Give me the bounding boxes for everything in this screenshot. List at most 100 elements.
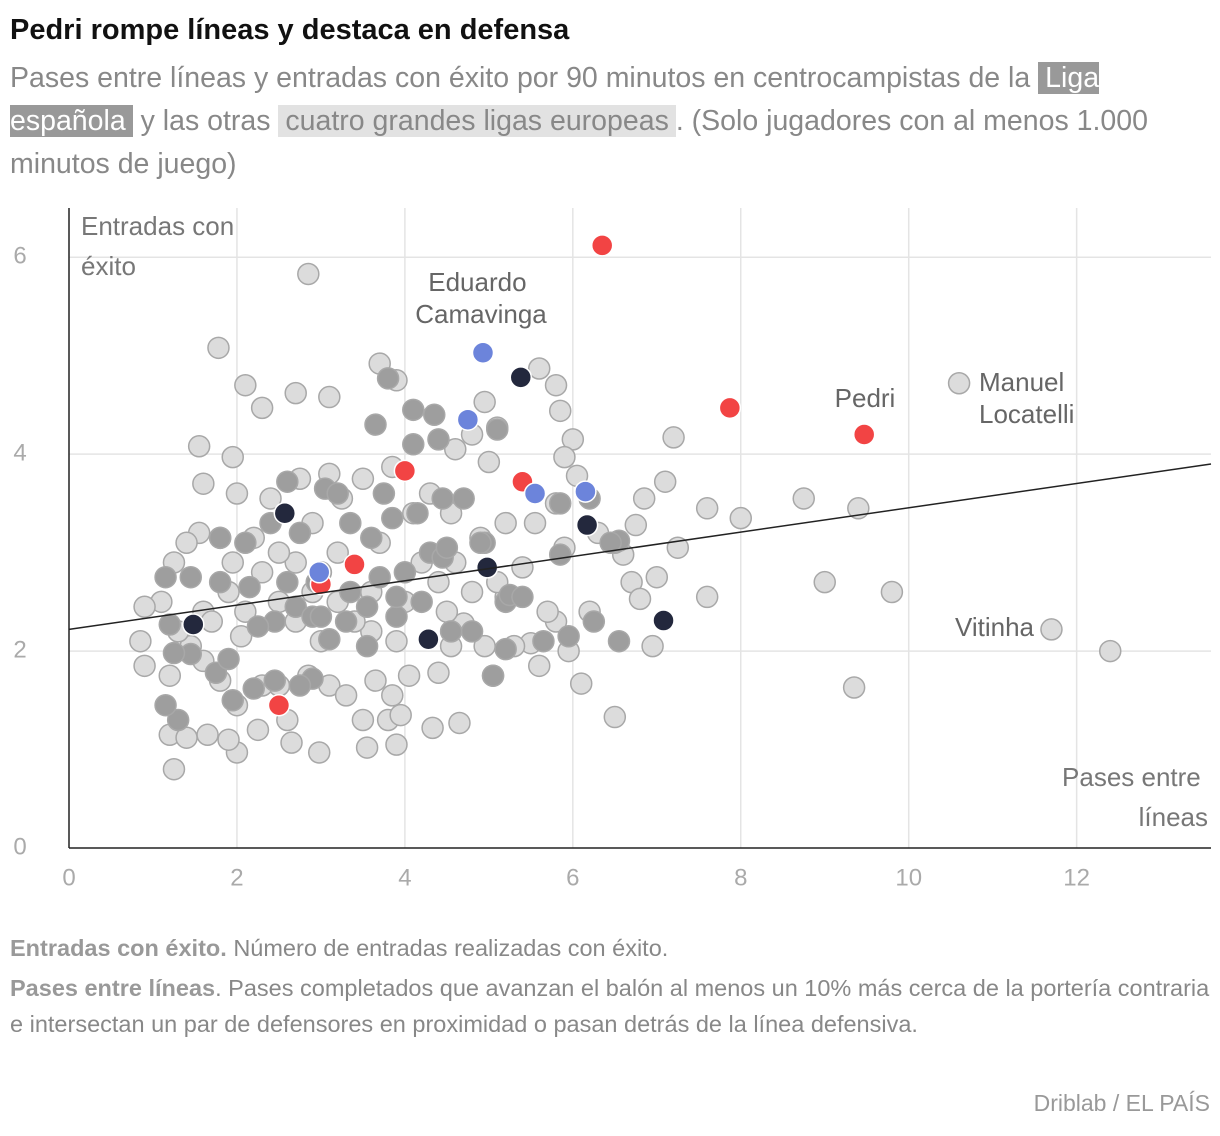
point: [309, 605, 333, 628]
x-axis-title: Pases entre líneas: [1062, 762, 1208, 832]
point: [339, 580, 362, 604]
point: [276, 570, 299, 594]
point: [385, 585, 408, 609]
point: [695, 497, 719, 520]
point: [452, 487, 475, 510]
point: [162, 757, 186, 781]
x-tick-label: 4: [398, 864, 411, 891]
point: [628, 587, 652, 611]
point: [372, 482, 396, 505]
point: [364, 669, 387, 692]
point: [381, 684, 404, 707]
point: [624, 513, 648, 537]
point: [221, 689, 244, 712]
point: [288, 674, 312, 697]
point: [154, 565, 177, 589]
point: [431, 487, 454, 510]
point: [246, 718, 270, 742]
point: [544, 373, 568, 397]
x-tick-label: 12: [1063, 864, 1090, 891]
point: [343, 553, 366, 576]
point: [196, 723, 219, 747]
x-tick-label: 6: [566, 864, 579, 891]
point: [246, 615, 270, 638]
chart-subtitle: Pases entre líneas y entradas con éxito …: [10, 57, 1215, 186]
point: [509, 366, 533, 389]
point: [355, 595, 379, 619]
point: [527, 357, 551, 380]
point: [200, 610, 223, 633]
point: [532, 629, 555, 653]
point: [360, 526, 383, 550]
point: [385, 629, 408, 653]
point: [234, 373, 257, 397]
point: [225, 482, 249, 505]
point: [238, 575, 261, 599]
note-text: Número de entradas realizadas con éxito.: [233, 935, 669, 961]
point: [494, 637, 517, 661]
point: [469, 531, 492, 555]
point: [179, 565, 203, 589]
point: [267, 541, 291, 564]
point: [267, 693, 291, 717]
point: [364, 413, 387, 436]
point: [207, 336, 230, 360]
point: [166, 708, 190, 732]
point: [511, 585, 534, 609]
subtitle-text: . (Solo jugadores con al menos 1.000 min…: [10, 105, 1148, 180]
point: [427, 661, 450, 684]
point: [471, 341, 495, 364]
point: [234, 600, 257, 623]
point: [192, 472, 215, 495]
point: [208, 570, 232, 594]
point: [297, 262, 320, 286]
point: [175, 531, 198, 555]
x-tick-label: 8: [734, 864, 747, 891]
point: [548, 399, 572, 423]
point: [632, 487, 656, 510]
point: [242, 677, 265, 700]
point: [406, 501, 429, 525]
point: [582, 610, 606, 633]
source: Driblab / EL PAÍS: [1033, 1090, 1210, 1116]
point: [645, 565, 669, 589]
point: [456, 408, 480, 431]
annotation: Manuel Locatelli: [979, 367, 1074, 429]
point: [393, 459, 417, 483]
point: [402, 433, 425, 456]
point: [355, 736, 379, 759]
notes: Entradas con éxito. Número de entradas r…: [10, 930, 1210, 1046]
point: [574, 480, 597, 503]
note: Pases entre líneas. Pases completados qu…: [10, 970, 1210, 1042]
point: [326, 541, 349, 564]
note-term: Entradas con éxito.: [10, 935, 227, 961]
point: [603, 705, 627, 729]
point: [880, 580, 904, 604]
point: [523, 482, 547, 505]
point: [548, 543, 572, 566]
point: [947, 372, 971, 395]
point: [460, 620, 484, 643]
point: [351, 467, 375, 491]
point: [381, 506, 404, 530]
point: [250, 396, 274, 420]
point: [439, 620, 463, 643]
y-axis-title: Entradas con éxito: [81, 211, 241, 281]
point: [368, 565, 391, 589]
note-term: Pases entre líneas: [10, 975, 216, 1001]
point: [288, 521, 312, 545]
point: [435, 600, 459, 623]
point: [326, 482, 349, 505]
point: [536, 600, 559, 623]
point: [217, 647, 240, 671]
point: [402, 398, 425, 422]
point: [652, 609, 675, 632]
point: [527, 654, 551, 678]
point: [307, 561, 331, 584]
x-tick-label: 0: [62, 864, 75, 891]
point: [662, 426, 685, 449]
y-tick-label: 0: [13, 833, 26, 860]
point: [842, 676, 866, 699]
point: [133, 654, 156, 678]
